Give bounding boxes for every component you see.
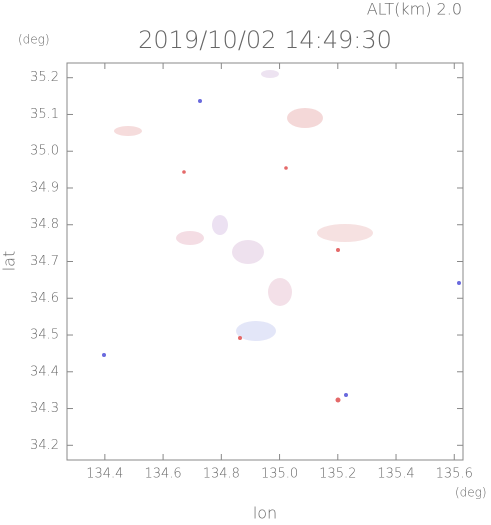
- altitude-label: ALT(km) 2.0: [367, 0, 462, 19]
- y-tick-label: 34.3: [30, 401, 59, 416]
- y-tick-label: 35.1: [30, 107, 59, 122]
- chart-title: 2019/10/02 14:49:30: [138, 26, 392, 54]
- x-unit: (deg): [455, 486, 487, 500]
- x-tick-label: 135.0: [261, 467, 298, 482]
- y-tick-label: 34.8: [30, 217, 59, 232]
- x-axis-label: lon: [253, 504, 277, 522]
- x-tick-label: 134.8: [203, 467, 240, 482]
- echoes: [102, 70, 461, 403]
- x-tick-label: 134.4: [86, 467, 123, 482]
- x-tick-label: 134.6: [144, 467, 181, 482]
- y-tick-label: 34.4: [30, 364, 59, 379]
- y-tick-label: 34.9: [30, 180, 59, 195]
- y-tick-label: 35.2: [30, 70, 59, 85]
- plot-frame: [66, 62, 464, 461]
- y-unit: (deg): [18, 33, 50, 47]
- y-tick-label: 34.5: [30, 328, 59, 343]
- y-tick-label: 34.7: [30, 254, 59, 269]
- y-tick-label: 35.0: [30, 144, 59, 159]
- y-axis-label: lat: [0, 251, 19, 272]
- x-tick-label: 135.2: [319, 467, 356, 482]
- y-tick-label: 34.6: [30, 291, 59, 306]
- x-tick-label: 135.4: [377, 467, 414, 482]
- x-tick-label: 135.6: [436, 467, 473, 482]
- y-tick-label: 34.2: [30, 438, 59, 453]
